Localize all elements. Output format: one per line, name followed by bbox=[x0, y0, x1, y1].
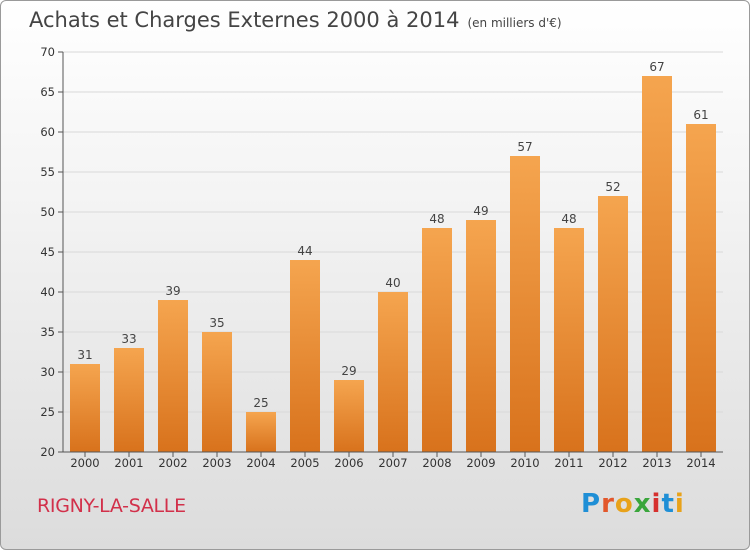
logo-letter: t bbox=[661, 489, 675, 519]
y-tick-label: 30 bbox=[40, 365, 55, 379]
x-tick-label: 2005 bbox=[290, 456, 319, 470]
y-tick-label: 60 bbox=[40, 125, 55, 139]
data-label-2002: 39 bbox=[165, 284, 180, 298]
bar-2010 bbox=[510, 156, 540, 452]
commune-name: RIGNY-LA-SALLE bbox=[37, 495, 186, 517]
bar-2001 bbox=[114, 348, 144, 452]
bar-2002 bbox=[158, 300, 188, 452]
x-tick-label: 2002 bbox=[158, 456, 187, 470]
data-labels: 31 33 39 35 25 44 29 40 48 49 57 48 52 67 61 bbox=[77, 60, 708, 410]
logo-letter: i bbox=[651, 489, 662, 519]
y-tick-label: 55 bbox=[40, 165, 55, 179]
data-label-2014: 61 bbox=[693, 108, 708, 122]
logo-letter: x bbox=[633, 489, 652, 519]
y-tick-label: 35 bbox=[40, 325, 55, 339]
y-tick-label: 65 bbox=[40, 85, 55, 99]
x-tick-label: 2014 bbox=[686, 456, 715, 470]
logo-letter: i bbox=[674, 489, 685, 519]
bar-2008 bbox=[422, 228, 452, 452]
data-label-2008: 48 bbox=[429, 212, 444, 226]
data-label-2001: 33 bbox=[121, 332, 136, 346]
axes bbox=[62, 52, 723, 457]
x-tick-label: 2006 bbox=[334, 456, 363, 470]
y-tick-labels: 20 25 30 35 40 45 50 55 60 65 70 bbox=[40, 45, 55, 459]
title-text: Achats et Charges Externes 2000 à 2014 bbox=[29, 8, 460, 32]
data-label-2010: 57 bbox=[517, 140, 532, 154]
bar-2009 bbox=[466, 220, 496, 452]
data-label-2006: 29 bbox=[341, 364, 356, 378]
y-tick-label: 70 bbox=[40, 45, 55, 59]
data-label-2000: 31 bbox=[77, 348, 92, 362]
x-tick-label: 2001 bbox=[114, 456, 143, 470]
x-tick-label: 2008 bbox=[422, 456, 451, 470]
y-tick-label: 45 bbox=[40, 245, 55, 259]
x-tick-label: 2013 bbox=[642, 456, 671, 470]
x-tick-label: 2004 bbox=[246, 456, 275, 470]
y-tick-label: 40 bbox=[40, 285, 55, 299]
bar-2000 bbox=[70, 364, 100, 452]
chart-title: Achats et Charges Externes 2000 à 2014 (e… bbox=[29, 8, 562, 32]
y-tick-label: 20 bbox=[40, 445, 55, 459]
x-tick-label: 2000 bbox=[70, 456, 99, 470]
bar-2011 bbox=[554, 228, 584, 452]
bars bbox=[70, 76, 716, 452]
x-tick-label: 2009 bbox=[466, 456, 495, 470]
logo-letter: P bbox=[581, 489, 602, 519]
bar-2012 bbox=[598, 196, 628, 452]
bar-2006 bbox=[334, 380, 364, 452]
bar-2005 bbox=[290, 260, 320, 452]
data-label-2007: 40 bbox=[385, 276, 400, 290]
x-tick-label: 2010 bbox=[510, 456, 539, 470]
bar-2004 bbox=[246, 412, 276, 452]
x-tick-label: 2011 bbox=[554, 456, 583, 470]
data-label-2011: 48 bbox=[561, 212, 576, 226]
data-label-2013: 67 bbox=[649, 60, 664, 74]
bar-2003 bbox=[202, 332, 232, 452]
y-tick-label: 25 bbox=[40, 405, 55, 419]
unit-label: (en milliers d'€) bbox=[467, 16, 562, 30]
x-tick-label: 2012 bbox=[598, 456, 627, 470]
logo-letter: o bbox=[614, 489, 634, 519]
proxiti-logo: Proxiti bbox=[581, 489, 685, 519]
x-tick-label: 2003 bbox=[202, 456, 231, 470]
bar-2014 bbox=[686, 124, 716, 452]
logo-letter: r bbox=[601, 489, 615, 519]
bar-2013 bbox=[642, 76, 672, 452]
data-label-2003: 35 bbox=[209, 316, 224, 330]
x-tick-label: 2007 bbox=[378, 456, 407, 470]
bar-2007 bbox=[378, 292, 408, 452]
x-tick-labels: 2000 2001 2002 2003 2004 2005 2006 2007 2008 2009… bbox=[70, 456, 715, 470]
data-label-2005: 44 bbox=[297, 244, 312, 258]
data-label-2012: 52 bbox=[605, 180, 620, 194]
data-label-2009: 49 bbox=[473, 204, 488, 218]
y-tick-label: 50 bbox=[40, 205, 55, 219]
data-label-2004: 25 bbox=[253, 396, 268, 410]
